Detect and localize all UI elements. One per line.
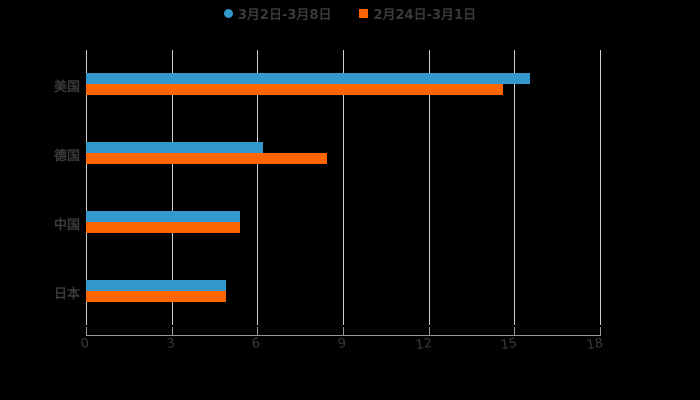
bar-week-feb24[interactable]	[86, 291, 226, 302]
legend-item-week-mar2[interactable]: 3月2日-3月8日	[223, 4, 332, 23]
legend-label: 3月2日-3月8日	[237, 7, 332, 23]
axis-tick	[514, 327, 515, 336]
gridline	[429, 50, 430, 325]
axis-tick	[86, 327, 87, 336]
category-label: 日本	[53, 287, 80, 302]
bar-week-mar2[interactable]	[86, 142, 263, 153]
axis-tick	[429, 327, 430, 336]
bar-week-mar2[interactable]	[86, 211, 240, 222]
gridline	[343, 50, 344, 325]
bar-week-mar2[interactable]	[86, 280, 226, 291]
x-tick-label: 9	[336, 336, 348, 353]
x-tick-label: 15	[499, 336, 519, 354]
x-tick-label: 3	[165, 336, 177, 353]
axis-tick	[257, 327, 258, 336]
axis-tick	[343, 327, 344, 336]
gridline	[257, 50, 258, 325]
axis-tick	[600, 327, 601, 336]
bar-week-feb24[interactable]	[86, 222, 240, 233]
gridline	[514, 50, 515, 325]
category-label: 美国	[53, 80, 80, 95]
axis-tick	[172, 327, 173, 336]
gridline	[600, 50, 601, 325]
x-tick-label: 0	[79, 336, 91, 353]
legend-square-icon	[359, 8, 369, 18]
legend-item-week-feb24[interactable]: 2月24日-3月1日	[359, 4, 476, 23]
legend-label: 2月24日-3月1日	[373, 7, 477, 23]
x-tick-label: 18	[585, 336, 605, 354]
x-tick-label: 6	[250, 336, 262, 353]
category-label: 中国	[53, 218, 80, 233]
chart-legend: 3月2日-3月8日 2月24日-3月1日	[0, 4, 700, 23]
category-label: 德国	[53, 149, 80, 164]
x-tick-label: 12	[414, 336, 434, 354]
legend-circle-icon	[223, 8, 233, 18]
gridline	[86, 50, 87, 325]
bar-week-mar2[interactable]	[86, 73, 530, 84]
x-axis-line	[86, 335, 601, 336]
gridline	[172, 50, 173, 325]
bar-week-feb24[interactable]	[86, 153, 327, 164]
bar-week-feb24[interactable]	[86, 84, 503, 95]
